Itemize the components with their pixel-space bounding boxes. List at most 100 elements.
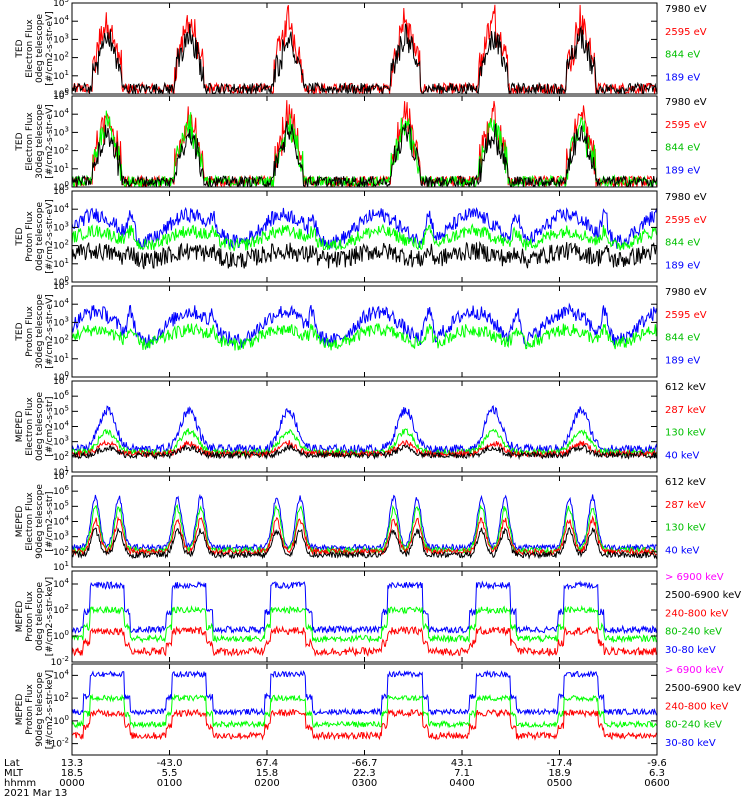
panel-7-legend: > 6900 keV 2500-6900 keV 240-800 keV 80-240… [665,665,741,749]
panel-1: 100 101 102 103 104 105 TED Electron Flux 30deg … [15,89,707,193]
x-mlt-value: 18.5 [61,768,83,779]
panel-5-legend-item: 287 keV [665,500,706,511]
panel-0-series-1 [72,23,657,94]
x-lat-value: -66.7 [352,758,378,769]
panel-0-ytick-label: 105 [53,0,69,9]
panel-7-series-1 [72,693,657,729]
x-hhmm-value: 0100 [157,778,182,789]
panel-7-series-2 [72,708,657,741]
panel-7-frame [71,663,658,756]
panel-1-frame [71,95,658,188]
panel-5-legend-item: 40 keV [665,545,699,556]
panel-7-series [72,669,657,741]
panel-5-ylabel-line: Electron Flux [25,492,35,551]
panel-1-legend-item: 844 eV [665,143,700,154]
panel-2-ytick-label: 100 [53,275,69,288]
panel-3-series-0 [72,302,657,349]
panel-7-ytick-label: 104 [53,668,69,681]
panel-1-legend-item: 7980 eV [665,97,707,108]
panel-4-legend-item: 40 keV [665,450,699,461]
panel-1-legend: 7980 eV 2595 eV 844 eV 189 eV [665,97,707,176]
panel-6-legend-item: 30-80 keV [665,645,716,656]
panel-1-ytick-label: 105 [53,89,69,102]
panel-7-ytick-label: 10-2 [51,737,69,750]
panel-6-legend-item: 80-240 keV [665,627,722,638]
panel-4-legend-item: 612 keV [665,382,706,393]
x-mlt-value: 5.5 [162,768,178,779]
panel-7-legend-item: 80-240 keV [665,720,722,731]
panel-0-frame [71,2,658,95]
x-hhmm-value: 0300 [352,778,377,789]
panel-4-ytick-label: 107 [53,374,69,387]
panel-3-ylabel-line: [#/cm2-s-str-eV] [45,294,55,369]
panel-3-ylabel-line: TED [15,322,25,341]
panel-2-ylabel-line: 0deg telescope [35,202,45,272]
panel-3: 100 101 102 103 104 105 TED Proton Flux 30deg te… [15,279,707,383]
panel-2-ylabel-line: [#/cm2-s-str-eV] [45,199,55,274]
x-lat-value: -9.6 [647,758,667,769]
panel-4-ytick-label: 105 [53,404,69,417]
panel-4-series [72,405,657,461]
panel-3-ylabel-line: Proton Flux [25,306,35,357]
x-mlt-value: 18.9 [548,768,570,779]
panel-1-legend-item: 189 eV [665,165,700,176]
panel-0-ylabel-line: Electron Flux [25,19,35,78]
panel-4-ylabel-line: [#/cm2-s-str] [45,396,55,456]
panel-3-legend-item: 7980 eV [665,287,707,298]
x-mlt-value: 22.3 [353,768,375,779]
panel-3-ylabel: TED Proton Flux 30deg telescope [#/cm2-s-st… [15,294,55,369]
panel-0-ylabel: TED Electron Flux 0deg telescope [#/cm2-s-s… [15,11,55,86]
panel-0-legend-item: 2595 eV [665,27,707,38]
panel-2-ylabel-line: TED [15,227,25,246]
panel-5-series-1 [72,503,657,555]
panel-2-ytick-label: 104 [53,202,69,215]
panel-3-legend-item: 189 eV [665,355,700,366]
x-hhmm-value: 0400 [449,778,474,789]
panel-2-legend-item: 844 eV [665,238,700,249]
panel-0-ylabel-line: [#/cm2-s-str-eV] [45,11,55,86]
x-hhmm-value: 0500 [547,778,572,789]
panel-2-ylabel-line: Proton Flux [25,211,35,262]
panel-1-ytick-label: 100 [53,180,69,193]
panel-4-series-3 [72,443,657,461]
x-lat-value: 43.1 [451,758,473,769]
panel-6-legend-item: 2500-6900 keV [665,590,741,601]
panel-1-ylabel-line: [#/cm2-s-str-eV] [45,104,55,179]
panel-5-series-0 [72,493,657,553]
panel-4-ytick-label: 106 [53,389,69,402]
panel-2-series-2 [72,223,657,252]
panel-5-legend: 612 keV 287 keV 130 keV 40 keV [665,477,706,556]
panel-5-ytick-label: 104 [53,515,69,528]
panel-6-ytick-label: 102 [53,603,69,616]
panel-7-ylabel-line: MEPED [15,694,25,726]
panel-0-legend: 7980 eV 2595 eV 844 eV 189 eV [665,4,707,83]
panel-0-ytick-label: 104 [53,14,69,27]
x-date-label: 2021 Mar 13 [4,788,67,799]
panel-7-legend-item: 240-800 keV [665,701,729,712]
panel-0-legend-item: 7980 eV [665,4,707,15]
x-mlt-value: 6.3 [649,768,665,779]
panel-2-ylabel: TED Proton Flux 0deg telescope [#/cm2-s-str… [15,199,55,274]
panel-6-series-2 [72,625,657,657]
panel-7-ylabel-line: [#/cm2-s-str-keV] [45,670,55,749]
panel-2-series [72,206,657,270]
panel-2-series-0 [72,240,657,270]
x-lat-value: -17.4 [547,758,573,769]
panel-0-ylabel-line: 0deg telescope [35,14,45,84]
panel-6-series [72,580,657,657]
panel-4-ylabel-line: MEPED [15,411,25,443]
panel-5: 101 102 103 104 105 106 107 MEPED Electron Flux 9… [15,469,706,573]
panel-5-series [72,493,657,560]
panel-4-legend: 612 keV 287 keV 130 keV 40 keV [665,382,706,461]
panel-0-ylabel-line: TED [15,39,25,58]
panel-3-ytick-label: 105 [53,279,69,292]
panel-1-ytick-label: 102 [53,144,69,157]
panel-7-legend-item: > 6900 keV [665,665,724,676]
panel-3-ytick-label: 102 [53,334,69,347]
panel-6-ylabel: MEPED Proton Flux 0deg telescope [#/cm2-s-s… [15,577,55,656]
panel-0-ytick-label: 103 [53,32,69,45]
